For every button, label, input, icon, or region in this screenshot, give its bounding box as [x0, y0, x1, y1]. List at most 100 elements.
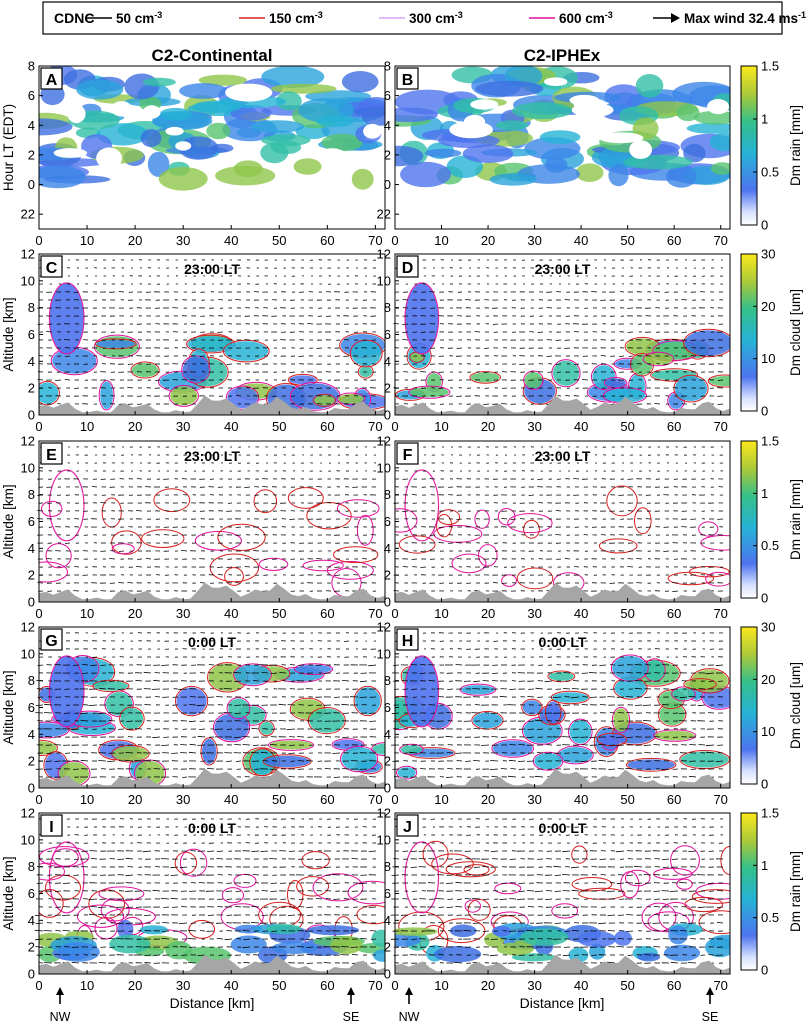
- x-tick-label: 20: [481, 606, 495, 621]
- wind-arrow: [447, 688, 454, 690]
- wind-arrow: [420, 371, 427, 373]
- wind-arrow: [126, 720, 134, 722]
- wind-arrow: [343, 339, 350, 341]
- x-tick-label: 40: [574, 606, 588, 621]
- field-cell: [295, 124, 330, 139]
- wind-arrow: [690, 363, 697, 365]
- terrain-E: [39, 582, 385, 602]
- wind-arrow: [342, 768, 350, 770]
- field-cell: [198, 74, 248, 86]
- field-cell: [702, 687, 730, 709]
- x-tick-label: 40: [574, 233, 588, 248]
- field-cell: [314, 395, 335, 406]
- wind-arrow: [80, 712, 89, 715]
- wind-arrow: [171, 752, 179, 754]
- wind-arrow: [572, 680, 580, 682]
- cdnc-contour: [478, 544, 498, 567]
- field-cell: [147, 151, 170, 177]
- wind-arrow: [109, 680, 116, 682]
- cdnc-contour: [258, 557, 289, 571]
- wind-arrow: [154, 672, 161, 674]
- wind-arrow: [100, 478, 107, 480]
- wind-arrow: [370, 534, 377, 536]
- y-tick-label: 6: [28, 514, 35, 529]
- y-tick-label: 4: [28, 727, 35, 742]
- legend: CDNC 50 cm-3 150 cm-3 300 cm-3 600 cm-3 Max …: [42, 1, 806, 35]
- wind-arrow: [402, 566, 409, 568]
- wind-arrow: [564, 299, 571, 301]
- y-tick-label: 0: [384, 595, 391, 610]
- wind-arrow: [473, 680, 481, 683]
- field-cell: [76, 79, 124, 100]
- x-tick-label: 60: [320, 419, 334, 434]
- wind-arrow: [44, 712, 53, 714]
- wind-arrow: [235, 299, 242, 301]
- cdnc-contour: [175, 685, 209, 717]
- field-gap: [175, 141, 192, 151]
- column-title-continental: C2-Continental: [152, 46, 273, 65]
- wind-arrow: [316, 486, 323, 488]
- wind-arrow: [590, 696, 598, 698]
- field-cell: [539, 130, 581, 145]
- x-tick-label: 60: [320, 233, 334, 248]
- x-tick-label: 0: [391, 419, 398, 434]
- cdnc-contour: [336, 392, 366, 406]
- wind-arrow: [55, 379, 62, 381]
- wind-arrow: [91, 656, 98, 658]
- x-tick-label: 0: [35, 233, 42, 248]
- wind-arrow: [546, 307, 553, 309]
- field-cell: [206, 122, 231, 140]
- wind-arrow: [136, 510, 143, 512]
- cdnc-contour: [634, 507, 652, 535]
- wind-arrow: [508, 759, 517, 762]
- field-cell: [632, 117, 659, 140]
- wind-arrow: [627, 566, 634, 568]
- wind-arrow: [316, 558, 323, 560]
- wind-arrow: [708, 680, 715, 682]
- wind-arrow: [491, 736, 499, 738]
- field-cell: [575, 163, 604, 182]
- x-tick-label: 50: [272, 792, 286, 807]
- wind-arrow: [626, 712, 634, 714]
- wind-arrow: [189, 743, 197, 746]
- cdnc-contour: [98, 380, 115, 411]
- x-tick-label: 10: [434, 606, 448, 621]
- wind-arrow: [117, 688, 125, 690]
- wind-arrow: [342, 680, 350, 682]
- x-tick-label: 50: [620, 419, 634, 434]
- wind-arrow: [334, 574, 341, 576]
- field-gap: [363, 123, 382, 139]
- wind-arrow: [527, 696, 535, 698]
- cdnc-contour: [550, 690, 590, 705]
- wind-arrow: [626, 736, 634, 738]
- wind-arrow: [420, 566, 427, 568]
- wind-arrow: [82, 664, 89, 666]
- wind-arrow: [518, 744, 526, 746]
- wind-arrow: [555, 510, 562, 512]
- wind-arrow: [564, 558, 571, 560]
- y-tick-label: 0: [28, 177, 35, 192]
- x-tick-label: 70: [713, 419, 727, 434]
- wind-arrow: [362, 558, 368, 560]
- wind-arrow: [118, 291, 125, 293]
- wind-arrow: [109, 558, 116, 560]
- field-gap: [165, 126, 184, 136]
- wind-arrow: [528, 494, 535, 496]
- wind-arrow: [500, 736, 508, 738]
- cdnc-contour: [497, 508, 516, 526]
- wind-arrow: [563, 672, 571, 674]
- cdnc-contour: [474, 509, 490, 529]
- x-tick-label: 30: [527, 606, 541, 621]
- cdnc-contour: [119, 706, 145, 731]
- wind-arrow: [609, 582, 616, 584]
- wind-arrow: [234, 704, 242, 706]
- wind-arrow: [690, 339, 697, 341]
- y-tick-label: 8: [28, 300, 35, 315]
- cdnc-contour: [523, 519, 540, 539]
- cdnc-contour: [642, 351, 675, 367]
- wind-vectors-H: [390, 632, 724, 778]
- field-cell: [635, 74, 664, 98]
- wind-arrow: [182, 363, 188, 365]
- wind-arrow: [181, 550, 188, 552]
- field-cell: [613, 708, 629, 732]
